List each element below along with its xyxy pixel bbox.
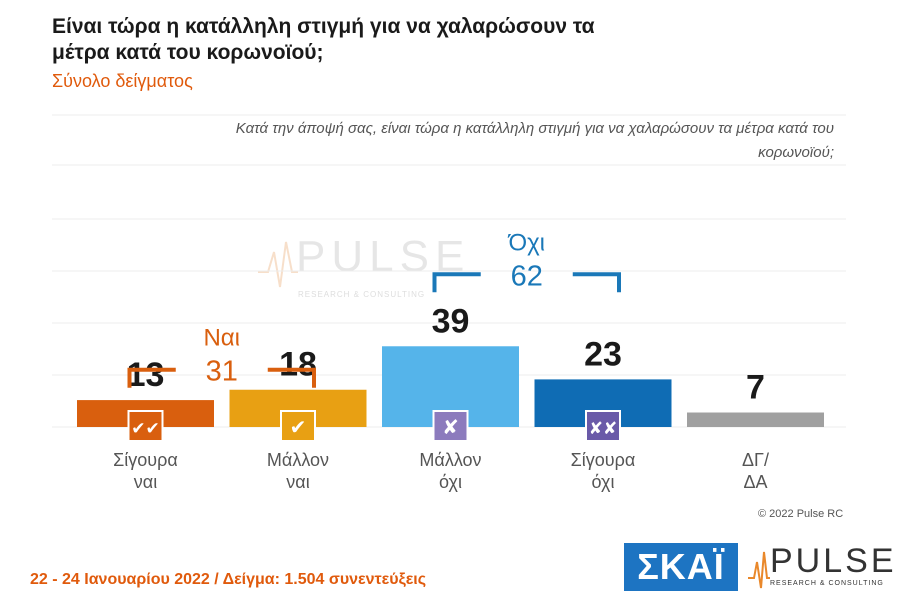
watermark-sub: RESEARCH & CONSULTING — [298, 290, 426, 299]
double-cross-icon — [585, 410, 621, 442]
data-label: 18 — [279, 346, 317, 384]
badge-symbol: ✔ — [290, 415, 307, 439]
category-label: όχι — [592, 472, 615, 492]
chart-subtitle: Σύνολο δείγματος — [52, 71, 193, 91]
cross-icon — [432, 410, 469, 442]
group-label: Ναι — [203, 325, 240, 352]
group-value: 31 — [206, 356, 238, 388]
pulse-logo-word: PULSE — [770, 542, 897, 580]
data-label: 39 — [432, 302, 470, 340]
category-label: ΔΓ/ — [742, 450, 769, 470]
category-label: όχι — [439, 472, 462, 492]
category-label: Μάλλον — [267, 450, 329, 470]
copyright-text: © 2022 Pulse RC — [758, 508, 844, 520]
group-bracket — [127, 367, 176, 388]
group-bracket — [572, 272, 621, 293]
check-icon — [280, 410, 316, 442]
category-label: ναι — [134, 472, 157, 492]
pulse-spark-icon — [748, 551, 770, 589]
chart-title: Είναι τώρα η κατάλληλη στιγμή για να χαλ… — [52, 15, 595, 64]
pulse-logo-sub: RESEARCH & CONSULTING — [770, 580, 884, 587]
category-label: Σίγουρα — [571, 450, 636, 470]
category-label: ναι — [286, 472, 309, 492]
badge-symbol: ✘✘ — [589, 419, 618, 439]
group-label: Όχι — [507, 229, 545, 256]
category-label: Σίγουρα — [113, 450, 178, 470]
survey-footer: 22 - 24 Ιανουαρίου 2022 / Δείγμα: 1.504 … — [30, 571, 427, 588]
data-label: 13 — [127, 356, 165, 394]
pulse-logo: PULSE RESEARCH & CONSULTING — [748, 542, 894, 594]
badge-symbol: ✔✔ — [131, 419, 160, 439]
skai-logo: ΣΚΑΪ — [624, 543, 738, 591]
category-label: Μάλλον — [419, 450, 481, 470]
survey-question: Κατά την άποψή σας, είναι τώρα η κατάλλη… — [235, 120, 834, 161]
pulse-spark-icon — [258, 241, 298, 288]
category-label: ΔΑ — [743, 472, 767, 492]
group-bracket — [267, 367, 316, 388]
data-label: 23 — [584, 335, 622, 373]
bar — [687, 412, 824, 427]
double-check-icon — [127, 410, 164, 442]
group-bracket — [432, 272, 481, 293]
badge-symbol: ✘ — [442, 415, 459, 439]
group-value: 62 — [511, 260, 543, 292]
data-label: 7 — [746, 369, 765, 407]
